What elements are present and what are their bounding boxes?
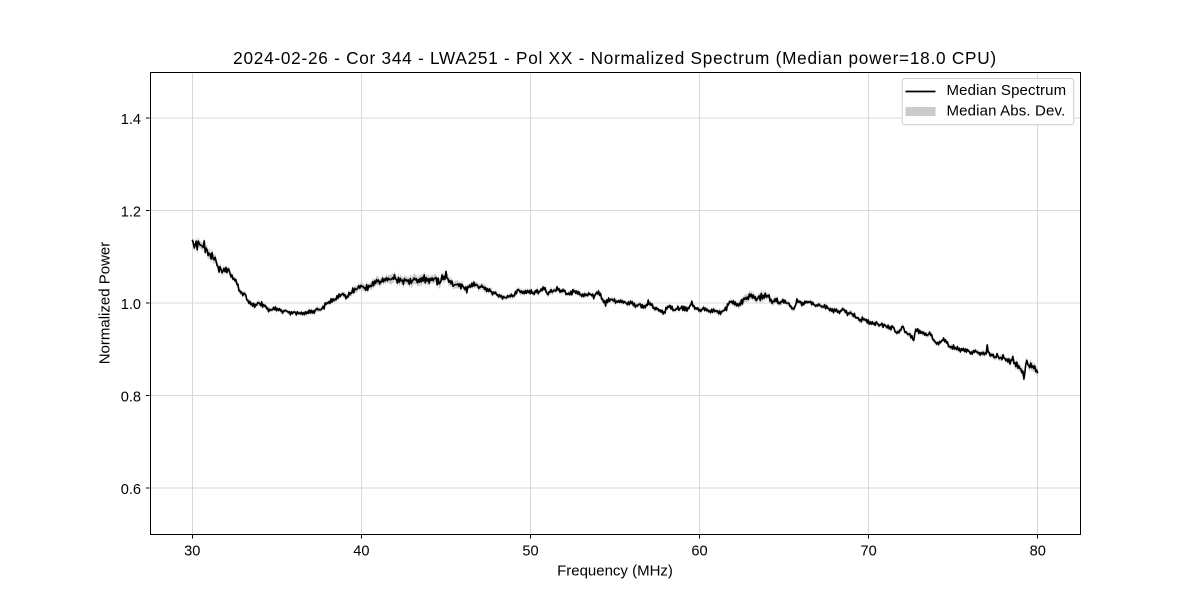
svg-text:0.6: 0.6 [121, 482, 141, 498]
svg-text:50: 50 [522, 544, 538, 560]
svg-text:Normalized Power: Normalized Power [97, 242, 114, 365]
svg-text:1.2: 1.2 [121, 205, 141, 221]
svg-text:40: 40 [353, 544, 369, 560]
svg-text:80: 80 [1030, 544, 1046, 560]
svg-text:Median Abs. Dev.: Median Abs. Dev. [947, 103, 1066, 120]
svg-text:60: 60 [691, 544, 707, 560]
svg-text:1.0: 1.0 [121, 297, 141, 313]
svg-text:70: 70 [861, 544, 877, 560]
svg-text:1.4: 1.4 [121, 112, 141, 128]
svg-text:0.8: 0.8 [121, 389, 141, 405]
svg-text:Median Spectrum: Median Spectrum [947, 82, 1067, 99]
svg-text:30: 30 [184, 544, 200, 560]
svg-text:Frequency (MHz): Frequency (MHz) [557, 563, 673, 580]
svg-text:2024-02-26 - Cor 344 - LWA251: 2024-02-26 - Cor 344 - LWA251 - Pol XX -… [233, 48, 997, 68]
